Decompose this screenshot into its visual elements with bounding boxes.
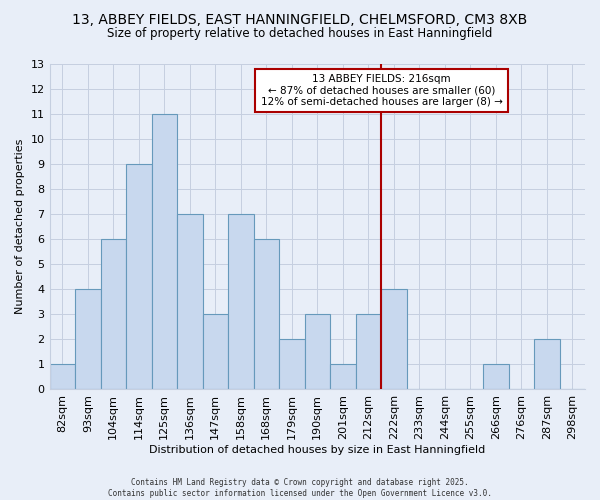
Bar xyxy=(279,340,305,390)
Bar xyxy=(203,314,228,390)
Bar xyxy=(534,340,560,390)
Bar xyxy=(101,239,126,390)
Bar xyxy=(254,239,279,390)
Text: 13 ABBEY FIELDS: 216sqm
← 87% of detached houses are smaller (60)
12% of semi-de: 13 ABBEY FIELDS: 216sqm ← 87% of detache… xyxy=(260,74,502,107)
Bar xyxy=(381,290,407,390)
Bar xyxy=(305,314,330,390)
Bar xyxy=(483,364,509,390)
Bar xyxy=(75,290,101,390)
X-axis label: Distribution of detached houses by size in East Hanningfield: Distribution of detached houses by size … xyxy=(149,445,485,455)
Bar xyxy=(330,364,356,390)
Bar xyxy=(152,114,177,390)
Bar xyxy=(177,214,203,390)
Y-axis label: Number of detached properties: Number of detached properties xyxy=(15,139,25,314)
Bar xyxy=(50,364,75,390)
Text: Contains HM Land Registry data © Crown copyright and database right 2025.
Contai: Contains HM Land Registry data © Crown c… xyxy=(108,478,492,498)
Text: Size of property relative to detached houses in East Hanningfield: Size of property relative to detached ho… xyxy=(107,28,493,40)
Text: 13, ABBEY FIELDS, EAST HANNINGFIELD, CHELMSFORD, CM3 8XB: 13, ABBEY FIELDS, EAST HANNINGFIELD, CHE… xyxy=(73,12,527,26)
Bar xyxy=(126,164,152,390)
Bar xyxy=(228,214,254,390)
Bar xyxy=(356,314,381,390)
